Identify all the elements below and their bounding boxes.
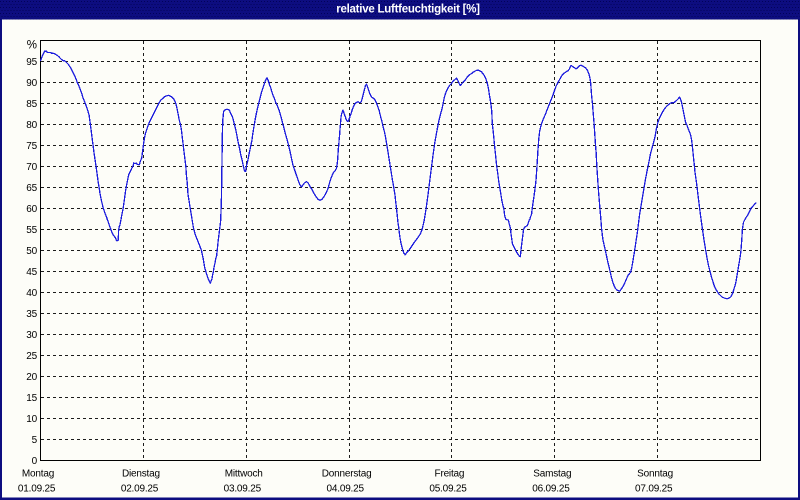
svg-text:Samstag: Samstag — [533, 469, 571, 480]
svg-text:Dienstag: Dienstag — [122, 469, 160, 480]
svg-text:25: 25 — [26, 351, 37, 362]
svg-text:0: 0 — [32, 456, 38, 467]
svg-text:90: 90 — [26, 78, 37, 89]
svg-text:70: 70 — [26, 162, 37, 173]
svg-text:85: 85 — [26, 99, 37, 110]
svg-text:30: 30 — [26, 330, 37, 341]
svg-text:02.09.25: 02.09.25 — [121, 484, 159, 495]
svg-text:03.09.25: 03.09.25 — [224, 484, 262, 495]
svg-text:95: 95 — [26, 57, 37, 68]
svg-text:07.09.25: 07.09.25 — [635, 484, 673, 495]
svg-text:06.09.25: 06.09.25 — [532, 484, 570, 495]
svg-text:35: 35 — [26, 309, 37, 320]
svg-text:Freitag: Freitag — [435, 469, 465, 480]
svg-text:75: 75 — [26, 141, 37, 152]
svg-text:01.09.25: 01.09.25 — [18, 484, 56, 495]
svg-text:Sonntag: Sonntag — [637, 469, 673, 480]
svg-text:65: 65 — [26, 183, 37, 194]
svg-text:40: 40 — [26, 288, 37, 299]
svg-text:%: % — [27, 39, 37, 51]
svg-text:45: 45 — [26, 267, 37, 278]
svg-text:relative Luftfeuchtigkeit [%]: relative Luftfeuchtigkeit [%] — [336, 4, 480, 16]
svg-text:50: 50 — [26, 246, 37, 257]
svg-text:55: 55 — [26, 225, 37, 236]
svg-text:Donnerstag: Donnerstag — [322, 469, 372, 480]
svg-text:04.09.25: 04.09.25 — [327, 484, 365, 495]
svg-text:10: 10 — [26, 414, 37, 425]
svg-text:Montag: Montag — [22, 469, 54, 480]
svg-text:20: 20 — [26, 372, 37, 383]
svg-text:Mittwoch: Mittwoch — [225, 469, 263, 480]
svg-text:5: 5 — [32, 435, 38, 446]
svg-text:05.09.25: 05.09.25 — [429, 484, 467, 495]
svg-text:60: 60 — [26, 204, 37, 215]
svg-text:15: 15 — [26, 393, 37, 404]
svg-text:80: 80 — [26, 120, 37, 131]
